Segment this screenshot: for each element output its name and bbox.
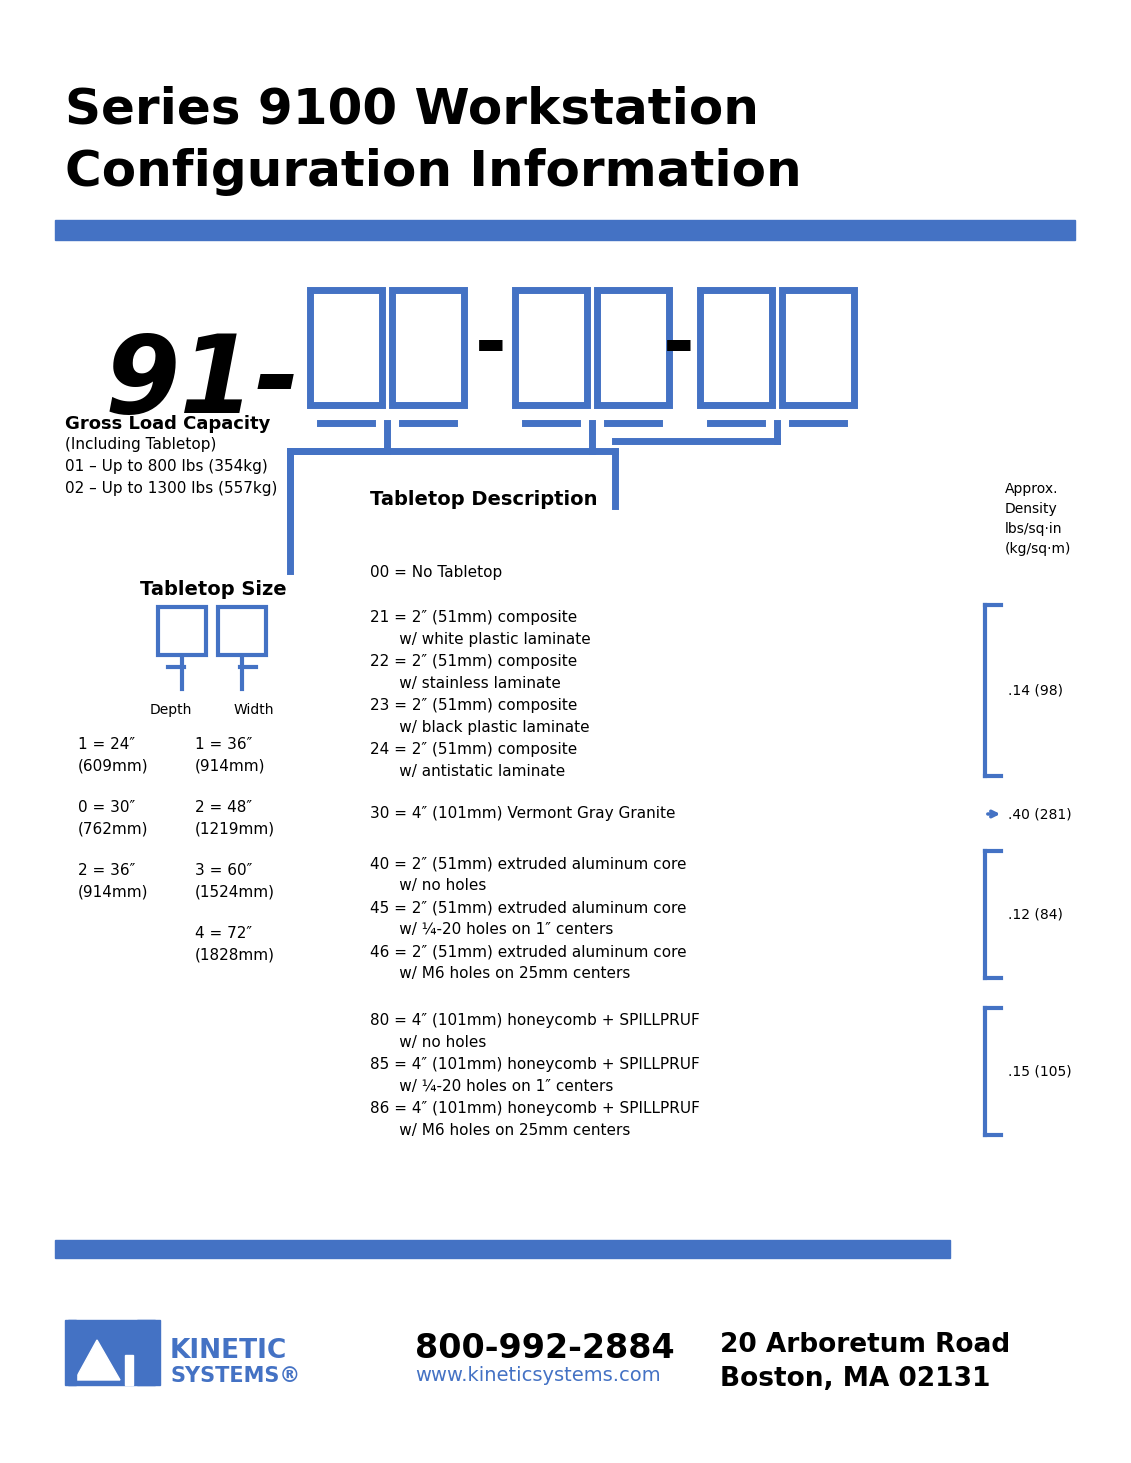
Text: 1 = 24″: 1 = 24″ [78,737,135,752]
Text: lbs/sq·in: lbs/sq·in [1005,522,1062,535]
Bar [137,1320,155,1385]
Bar [218,607,266,655]
Text: (Including Tabletop): (Including Tabletop) [64,437,216,452]
Text: Depth: Depth [150,704,192,717]
Text: .15 (105): .15 (105) [1008,1065,1072,1078]
Text: Tabletop Size: Tabletop Size [140,579,286,598]
Text: -: - [663,310,694,383]
Text: (609mm): (609mm) [78,758,148,772]
Text: w/ no holes: w/ no holes [370,1034,486,1050]
Text: 40 = 2″ (51mm) extruded aluminum core: 40 = 2″ (51mm) extruded aluminum core [370,856,687,870]
Text: 01 – Up to 800 lbs (354kg): 01 – Up to 800 lbs (354kg) [64,459,268,474]
Bar [55,219,1074,240]
Text: 21 = 2″ (51mm) composite: 21 = 2″ (51mm) composite [370,610,577,625]
Text: 2 = 36″: 2 = 36″ [78,863,136,878]
Bar [310,290,382,405]
Text: 30 = 4″ (101mm) Vermont Gray Granite: 30 = 4″ (101mm) Vermont Gray Granite [370,806,675,821]
Bar [700,290,772,405]
Text: -: - [475,310,507,383]
Text: Gross Load Capacity: Gross Load Capacity [64,415,270,433]
Text: 23 = 2″ (51mm) composite: 23 = 2″ (51mm) composite [370,698,577,712]
Text: Boston, MA 02131: Boston, MA 02131 [720,1366,991,1391]
Text: 86 = 4″ (101mm) honeycomb + SPILLPRUF: 86 = 4″ (101mm) honeycomb + SPILLPRUF [370,1102,700,1116]
Text: 85 = 4″ (101mm) honeycomb + SPILLPRUF: 85 = 4″ (101mm) honeycomb + SPILLPRUF [370,1056,700,1072]
Text: Configuration Information: Configuration Information [64,148,802,196]
Bar [158,607,206,655]
Text: (914mm): (914mm) [78,884,148,898]
Text: w/ white plastic laminate: w/ white plastic laminate [370,632,590,647]
Text: w/ M6 holes on 25mm centers: w/ M6 holes on 25mm centers [370,966,630,982]
Polygon shape [75,1340,120,1380]
Text: 0 = 30″: 0 = 30″ [78,800,136,815]
Text: (1219mm): (1219mm) [195,821,275,835]
Text: w/ ¼-20 holes on 1″ centers: w/ ¼-20 holes on 1″ centers [370,1080,613,1094]
Text: 46 = 2″ (51mm) extruded aluminum core: 46 = 2″ (51mm) extruded aluminum core [370,944,687,960]
Bar [782,290,854,405]
Text: w/ ¼-20 holes on 1″ centers: w/ ¼-20 holes on 1″ centers [370,922,613,936]
Text: .40 (281): .40 (281) [1008,808,1072,821]
Bar [515,290,587,405]
Bar [55,1241,950,1258]
Text: Density: Density [1005,502,1057,516]
Text: 20 Arboretum Road: 20 Arboretum Road [720,1331,1010,1358]
Text: Tabletop Description: Tabletop Description [370,490,597,509]
Text: 3 = 60″: 3 = 60″ [195,863,252,878]
Bar [68,1320,76,1385]
Text: (1828mm): (1828mm) [195,947,275,963]
Text: Approx.: Approx. [1005,481,1059,496]
Text: w/ no holes: w/ no holes [370,878,486,892]
Bar [392,290,464,405]
Text: 2 = 48″: 2 = 48″ [195,800,252,815]
Text: 00 = No Tabletop: 00 = No Tabletop [370,565,502,579]
Text: w/ antistatic laminate: w/ antistatic laminate [370,764,566,778]
Text: .14 (98): .14 (98) [1008,683,1063,698]
Text: (914mm): (914mm) [195,758,266,772]
Text: 24 = 2″ (51mm) composite: 24 = 2″ (51mm) composite [370,742,577,756]
Text: 91-: 91- [105,331,301,436]
Text: Width: Width [234,704,275,717]
Text: 45 = 2″ (51mm) extruded aluminum core: 45 = 2″ (51mm) extruded aluminum core [370,900,687,914]
Text: w/ black plastic laminate: w/ black plastic laminate [370,720,589,734]
Bar [126,1355,133,1385]
Bar [64,1320,159,1385]
Bar [597,290,670,405]
Text: w/ M6 holes on 25mm centers: w/ M6 holes on 25mm centers [370,1124,630,1138]
Text: w/ stainless laminate: w/ stainless laminate [370,676,561,691]
Text: (kg/sq·m): (kg/sq·m) [1005,541,1071,556]
Text: (762mm): (762mm) [78,821,148,835]
Text: Series 9100 Workstation: Series 9100 Workstation [64,85,759,133]
Text: SYSTEMS®: SYSTEMS® [170,1366,300,1385]
Text: KINETIC: KINETIC [170,1339,287,1364]
Text: 22 = 2″ (51mm) composite: 22 = 2″ (51mm) composite [370,654,577,669]
Text: 02 – Up to 1300 lbs (557kg): 02 – Up to 1300 lbs (557kg) [64,481,277,496]
Text: (1524mm): (1524mm) [195,884,275,898]
Text: 1 = 36″: 1 = 36″ [195,737,252,752]
Text: 800-992-2884: 800-992-2884 [415,1331,674,1365]
Text: .12 (84): .12 (84) [1008,907,1063,922]
Text: 80 = 4″ (101mm) honeycomb + SPILLPRUF: 80 = 4″ (101mm) honeycomb + SPILLPRUF [370,1012,700,1028]
Text: www.kineticsystems.com: www.kineticsystems.com [415,1366,661,1385]
Text: 4 = 72″: 4 = 72″ [195,926,252,941]
